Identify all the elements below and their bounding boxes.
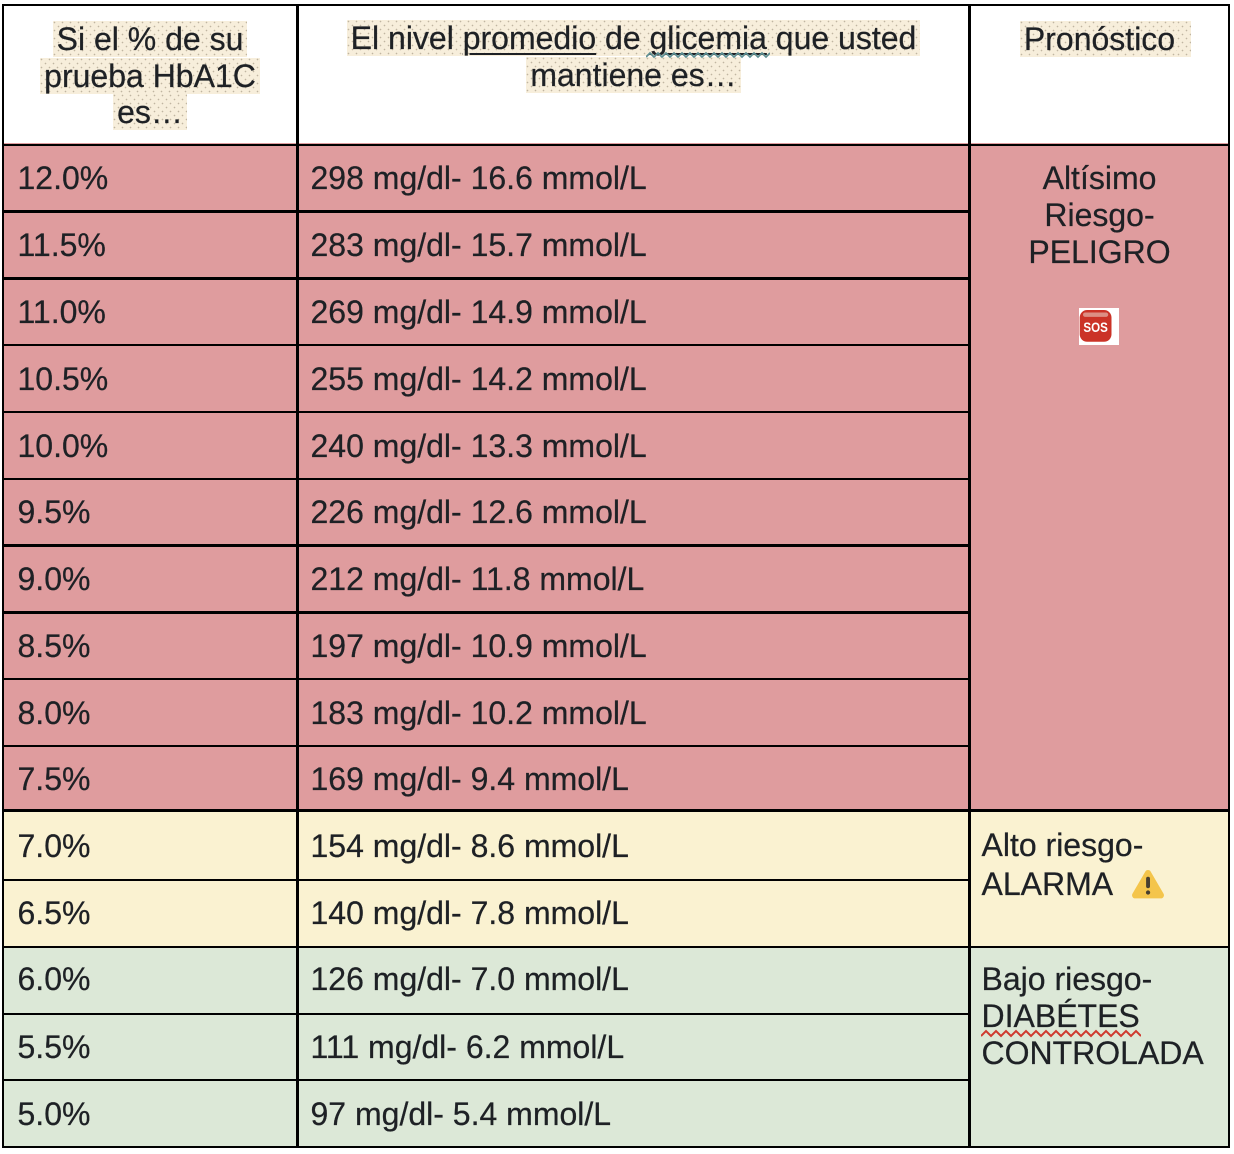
svg-text:SOS: SOS xyxy=(1083,318,1107,334)
